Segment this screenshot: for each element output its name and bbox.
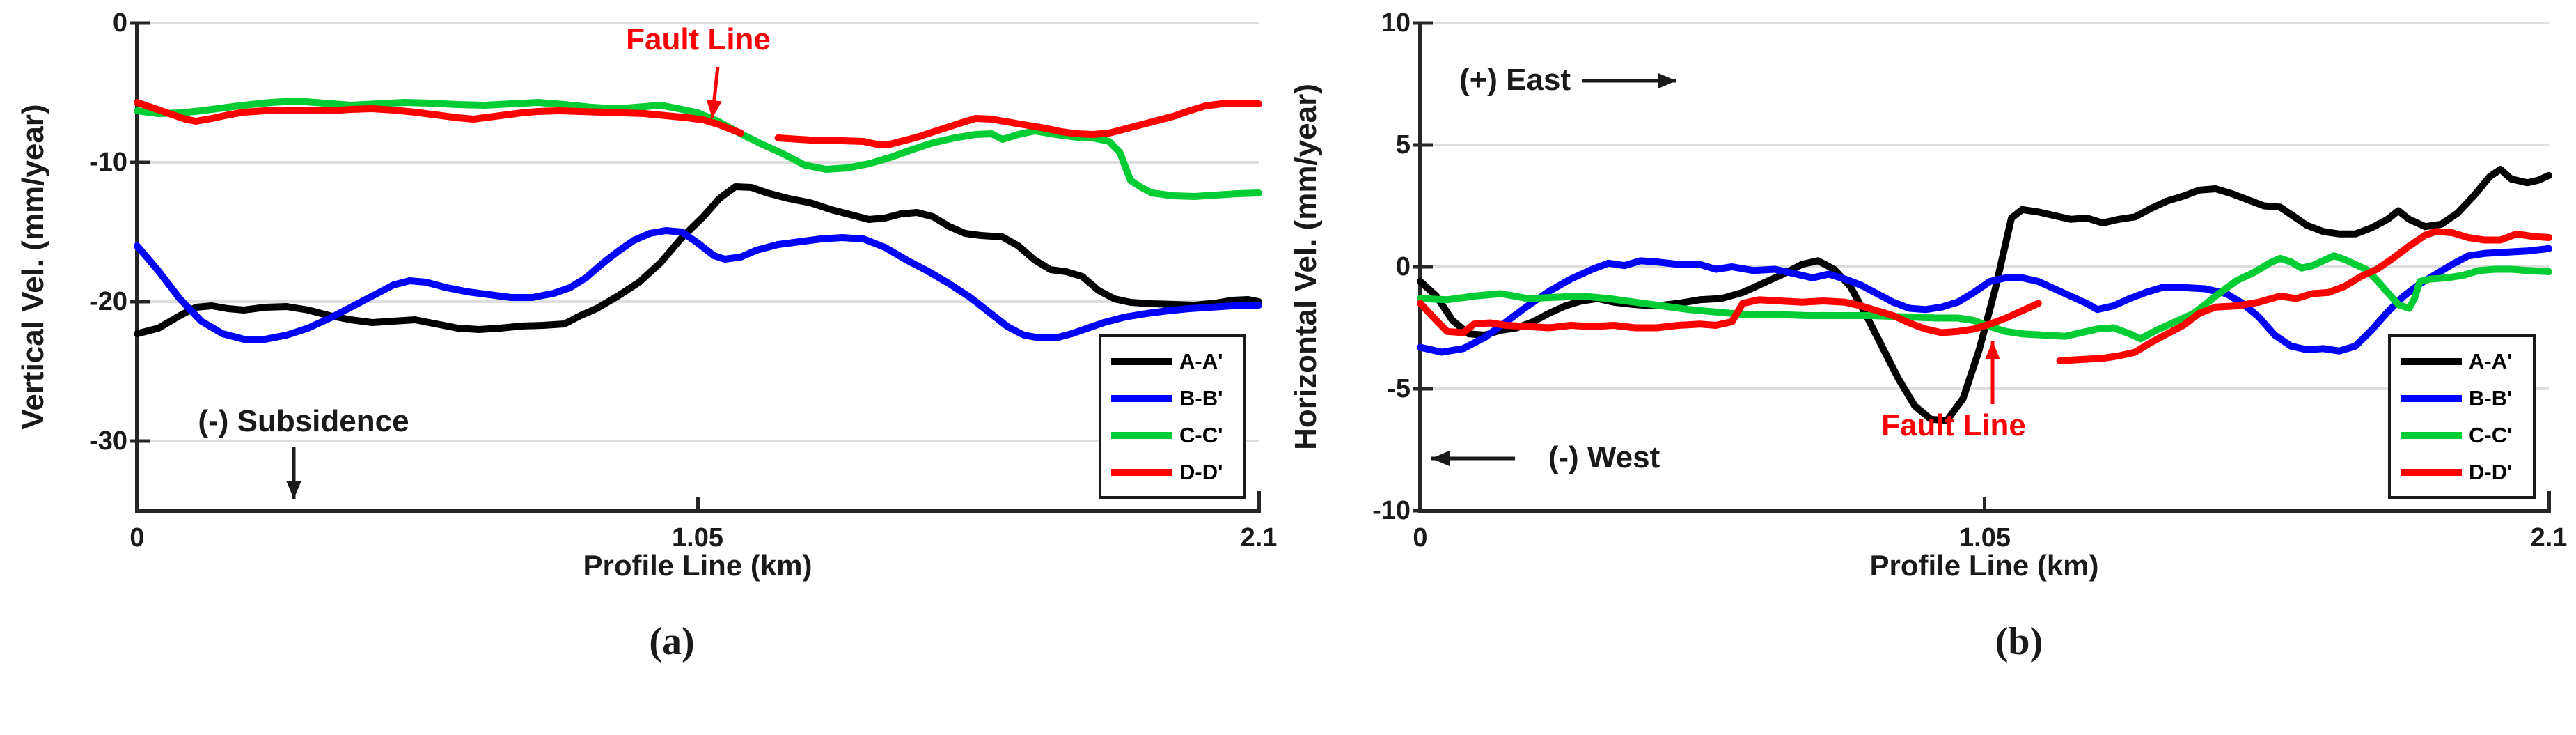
legend-label-bb: B-B': [2469, 385, 2513, 410]
bb-line-swatch-icon: [1111, 394, 1172, 402]
panel-a-caption: (a): [649, 620, 695, 663]
legend-label-dd: D-D': [1179, 459, 1223, 484]
legend-label-dd: D-D': [2469, 459, 2513, 484]
panel-a-subsidence-annotation: (-) Subsidence: [198, 404, 409, 438]
panel-b-east-annotation: (+) East: [1459, 63, 1571, 97]
panel-b-x-axis-label: Profile Line (km): [1869, 549, 2099, 582]
panel-a-xtick-0: 0: [129, 523, 145, 552]
panel-b-west-annotation: (-) West: [1548, 440, 1660, 474]
panel-a-fault-line-annotation: Fault Line: [626, 22, 771, 56]
aa-line-swatch-icon: [1111, 357, 1172, 365]
panel-b-fault-line-annotation: Fault Line: [1881, 408, 2026, 442]
panel-b-xtick-1: 1.05: [1959, 523, 2011, 552]
legend-label-bb: B-B': [1179, 385, 1223, 410]
legend-label-aa: A-A': [2469, 348, 2513, 373]
cc-line-swatch-icon: [2401, 431, 2462, 439]
panel-b-legend: A-A' B-B' C-C' D-D': [2388, 334, 2536, 499]
panel-b-ytick-3: -5: [1387, 374, 1411, 403]
panel-a-xtick-1: 1.05: [672, 523, 723, 552]
legend-item-aa: A-A': [1111, 350, 1239, 373]
panel-a-ytick-0: 0: [112, 8, 127, 38]
cc-line-swatch-icon: [1111, 431, 1172, 439]
legend-item-dd: D-D': [1111, 461, 1239, 483]
legend-item-cc: C-C': [2401, 424, 2529, 447]
dd-line-swatch-icon: [2401, 468, 2462, 476]
bb-line-swatch-icon: [2401, 394, 2462, 402]
panel-a-legend: A-A' B-B' C-C' D-D': [1099, 334, 1246, 499]
dd-line-swatch-icon: [1111, 468, 1172, 476]
legend-label-cc: C-C': [1179, 422, 1223, 447]
panel-b-ytick-2: 0: [1395, 252, 1411, 281]
panel-b-ytick-0: 10: [1381, 8, 1411, 38]
legend-item-bb: B-B': [1111, 387, 1239, 410]
legend-label-cc: C-C': [2469, 422, 2513, 447]
legend-item-bb: B-B': [2401, 387, 2529, 410]
panel-a-xtick-2: 2.1: [1240, 523, 1278, 552]
panel-b-ytick-1: 5: [1395, 130, 1411, 160]
panel-b-xtick-2: 2.1: [2530, 523, 2568, 552]
legend-item-dd: D-D': [2401, 461, 2529, 483]
panel-a-ytick-3: -30: [89, 426, 127, 456]
panel-b-ytick-4: -10: [1372, 496, 1411, 525]
panel-a-ytick-2: -20: [89, 287, 127, 316]
legend-label-aa: A-A': [1179, 348, 1223, 373]
panel-a-x-axis-label: Profile Line (km): [583, 549, 812, 582]
panel-a-ytick-1: -10: [89, 148, 127, 177]
panel-b-xtick-0: 0: [1413, 523, 1428, 552]
panel-b-caption: (b): [1995, 620, 2043, 663]
legend-item-aa: A-A': [2401, 350, 2529, 373]
legend-item-cc: C-C': [1111, 424, 1239, 447]
aa-line-swatch-icon: [2401, 357, 2462, 365]
